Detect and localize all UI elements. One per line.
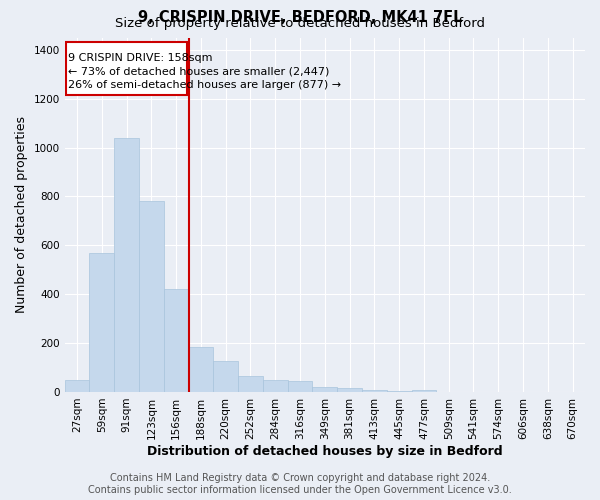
Text: 9 CRISPIN DRIVE: 158sqm: 9 CRISPIN DRIVE: 158sqm: [68, 54, 213, 64]
Bar: [139, 202, 164, 392]
Bar: [114, 138, 139, 392]
Bar: [65, 380, 89, 392]
Text: Size of property relative to detached houses in Bedford: Size of property relative to detached ho…: [115, 18, 485, 30]
Text: 9, CRISPIN DRIVE, BEDFORD, MK41 7FL: 9, CRISPIN DRIVE, BEDFORD, MK41 7FL: [138, 10, 462, 25]
Bar: [164, 290, 188, 392]
Bar: [362, 390, 387, 392]
Bar: [313, 387, 337, 392]
Bar: [263, 380, 287, 392]
Bar: [238, 376, 263, 392]
Bar: [337, 388, 362, 392]
Text: ← 73% of detached houses are smaller (2,447): ← 73% of detached houses are smaller (2,…: [68, 67, 330, 77]
Bar: [188, 346, 214, 392]
Bar: [412, 390, 436, 392]
Bar: [287, 381, 313, 392]
Text: 26% of semi-detached houses are larger (877) →: 26% of semi-detached houses are larger (…: [68, 80, 341, 90]
Bar: [387, 390, 412, 392]
Text: Contains HM Land Registry data © Crown copyright and database right 2024.
Contai: Contains HM Land Registry data © Crown c…: [88, 474, 512, 495]
Y-axis label: Number of detached properties: Number of detached properties: [15, 116, 28, 313]
Bar: [89, 252, 114, 392]
X-axis label: Distribution of detached houses by size in Bedford: Distribution of detached houses by size …: [147, 444, 503, 458]
FancyBboxPatch shape: [66, 42, 187, 95]
Bar: [214, 362, 238, 392]
